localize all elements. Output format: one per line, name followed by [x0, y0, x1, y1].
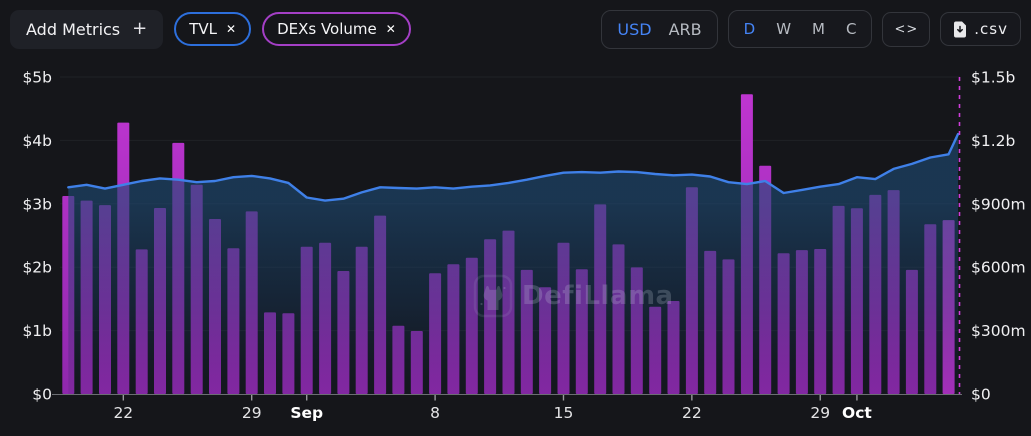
interval-toggle: D W M C — [727, 10, 873, 48]
chart-controls: USD ARB D W M C <> .csv — [601, 9, 1021, 49]
tvl-area — [68, 134, 959, 394]
left-axis-label: $4b — [22, 132, 52, 150]
tvl-line — [67, 132, 960, 202]
x-axis-label: 29 — [810, 404, 830, 422]
metric-pill-label: DEXs Volume — [277, 20, 377, 38]
x-axis-label: 15 — [554, 404, 574, 422]
add-metrics-label: Add Metrics — [26, 19, 121, 39]
csv-label: .csv — [974, 20, 1008, 38]
x-axis-label: 29 — [242, 404, 262, 422]
currency-toggle: USD ARB — [601, 9, 718, 49]
left-axis-label: $1b — [22, 322, 52, 340]
toolbar: Add Metrics + TVL ✕ DEXs Volume ✕ USD AR… — [0, 0, 1031, 58]
left-axis-label: $3b — [22, 195, 52, 213]
chart-area: $5b $4b $3b $2b $1b $0 $1.5b $1.2b $900m $600m $30… — [0, 58, 1031, 432]
close-icon[interactable]: ✕ — [226, 22, 237, 36]
right-axis-label: $900m — [971, 195, 1026, 213]
right-axis-label: $600m — [971, 259, 1026, 277]
left-axis-label: $0 — [32, 386, 52, 404]
x-axis-label: 22 — [113, 404, 133, 422]
currency-option-arb[interactable]: ARB — [668, 19, 702, 39]
metrics-toolbar: Add Metrics + TVL ✕ DEXs Volume ✕ — [10, 9, 411, 49]
metric-pill-tvl[interactable]: TVL ✕ — [174, 12, 252, 46]
currency-option-usd[interactable]: USD — [617, 19, 652, 39]
download-csv-button[interactable]: .csv — [940, 12, 1021, 46]
right-axis-label: $300m — [971, 322, 1026, 340]
metric-pill-label: TVL — [189, 20, 218, 38]
right-axis-label: $1.2b — [971, 132, 1015, 150]
combo-chart: $5b $4b $3b $2b $1b $0 $1.5b $1.2b $900m $600m $30… — [22, 69, 1026, 423]
close-icon[interactable]: ✕ — [385, 22, 396, 36]
interval-option-w[interactable]: W — [776, 20, 792, 38]
x-axis-label: Oct — [842, 404, 872, 422]
right-axis-label: $1.5b — [971, 69, 1015, 87]
x-axis-label: Sep — [290, 404, 323, 422]
x-axis-label: 22 — [682, 404, 702, 422]
plus-icon: + — [132, 18, 148, 39]
x-axis-label: 8 — [430, 404, 440, 422]
embed-code-button[interactable]: <> — [882, 11, 931, 47]
add-metrics-button[interactable]: Add Metrics + — [10, 9, 164, 49]
file-download-icon — [954, 21, 967, 37]
interval-option-m[interactable]: M — [812, 20, 825, 38]
interval-option-c[interactable]: C — [846, 20, 857, 38]
code-brackets-icon: <> — [894, 21, 919, 37]
left-axis-label: $2b — [22, 259, 52, 277]
right-axis-label: $0 — [971, 386, 991, 404]
left-axis-label: $5b — [22, 69, 52, 87]
metric-pill-dexs-volume[interactable]: DEXs Volume ✕ — [262, 12, 411, 46]
interval-option-d[interactable]: D — [743, 20, 756, 38]
